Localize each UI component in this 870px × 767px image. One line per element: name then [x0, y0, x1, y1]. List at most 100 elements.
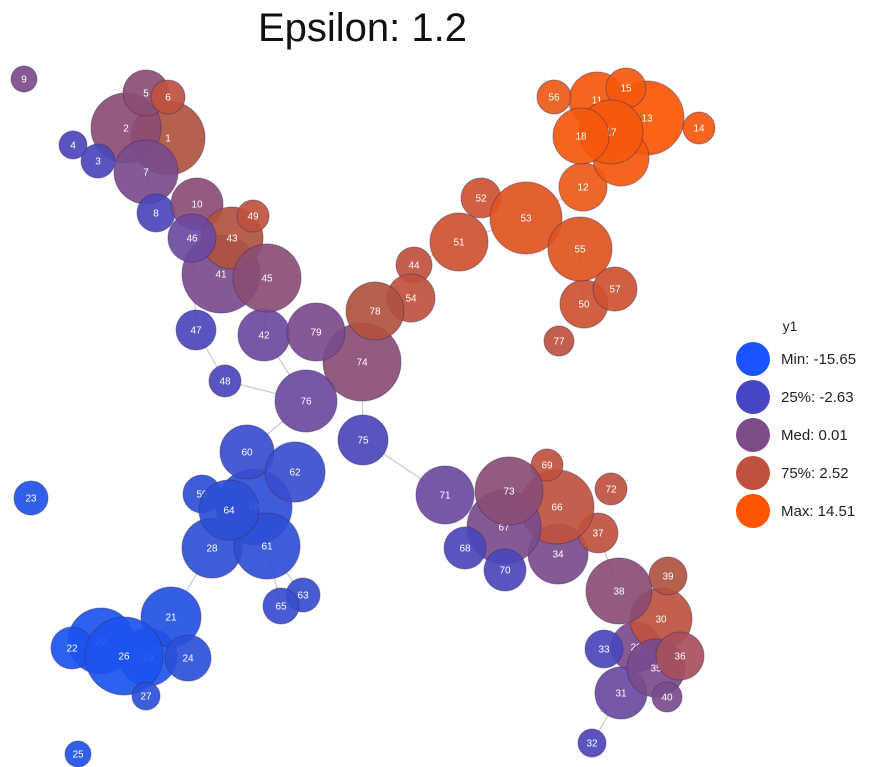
- graph-node-51[interactable]: 51: [429, 212, 489, 272]
- node-label: 69: [541, 461, 553, 472]
- legend-item-max: Max: 14.51: [736, 492, 866, 530]
- graph-node-39[interactable]: 39: [648, 556, 688, 596]
- node-label: 2: [123, 124, 129, 135]
- graph-node-64[interactable]: 64: [198, 479, 260, 541]
- node-label: 14: [693, 124, 705, 135]
- node-circle: [198, 479, 260, 541]
- graph-node-49[interactable]: 49: [236, 199, 270, 233]
- node-circle: [164, 634, 212, 682]
- graph-node-72[interactable]: 72: [594, 472, 628, 506]
- node-label: 26: [118, 652, 130, 663]
- node-label: 25: [72, 750, 84, 761]
- node-circle: [584, 629, 624, 669]
- graph-node-26[interactable]: 26: [84, 616, 164, 696]
- graph-node-71[interactable]: 71: [415, 465, 475, 525]
- graph-node-56[interactable]: 56: [536, 79, 572, 115]
- node-circle: [150, 79, 186, 115]
- graph-node-62[interactable]: 62: [264, 441, 326, 503]
- graph-node-15[interactable]: 15: [605, 67, 647, 109]
- node-label: 1: [165, 134, 171, 145]
- node-circle: [577, 728, 607, 758]
- legend-label: Min: -15.65: [781, 350, 857, 368]
- node-label: 73: [503, 487, 515, 498]
- graph-node-68[interactable]: 68: [443, 526, 487, 570]
- graph-node-47[interactable]: 47: [175, 309, 217, 351]
- node-circle: [286, 302, 346, 362]
- graph-node-18[interactable]: 18: [552, 107, 610, 165]
- node-circle: [236, 199, 270, 233]
- node-circle: [682, 111, 716, 145]
- graph-node-9[interactable]: 9: [10, 65, 38, 93]
- graph-node-79[interactable]: 79: [286, 302, 346, 362]
- graph-node-75[interactable]: 75: [337, 414, 389, 466]
- node-label: 66: [551, 503, 563, 514]
- node-circle: [648, 556, 688, 596]
- node-label: 8: [153, 209, 159, 220]
- legend-swatch: [736, 494, 770, 528]
- legend-title: y1: [782, 318, 798, 334]
- node-label: 74: [356, 358, 368, 369]
- node-circle: [264, 441, 326, 503]
- node-circle: [536, 79, 572, 115]
- graph-node-6[interactable]: 6: [150, 79, 186, 115]
- node-label: 5: [143, 89, 149, 100]
- node-label: 37: [592, 529, 604, 540]
- node-label: 42: [258, 331, 270, 342]
- graph-node-25[interactable]: 25: [64, 740, 92, 767]
- node-circle: [483, 548, 527, 592]
- graph-node-7[interactable]: 7: [113, 139, 179, 205]
- graph-node-46[interactable]: 46: [167, 213, 217, 263]
- node-label: 24: [182, 654, 194, 665]
- node-label: 13: [641, 114, 653, 125]
- graph-node-69[interactable]: 69: [530, 448, 564, 482]
- graph-node-23[interactable]: 23: [13, 480, 49, 516]
- node-circle: [530, 448, 564, 482]
- node-circle: [489, 181, 563, 255]
- graph-node-57[interactable]: 57: [592, 266, 638, 312]
- graph-node-24[interactable]: 24: [164, 634, 212, 682]
- node-circle: [64, 740, 92, 767]
- node-label: 32: [586, 739, 598, 750]
- graph-node-38[interactable]: 38: [585, 557, 653, 625]
- graph-node-3[interactable]: 3: [80, 143, 116, 179]
- graph-node-8[interactable]: 8: [136, 193, 176, 233]
- graph-node-76[interactable]: 76: [274, 369, 338, 433]
- node-label: 57: [609, 285, 621, 296]
- graph-node-48[interactable]: 48: [208, 364, 242, 398]
- graph-node-55[interactable]: 55: [547, 216, 613, 282]
- graph-node-36[interactable]: 36: [655, 631, 705, 681]
- chart-title: Epsilon: 1.2: [257, 6, 468, 50]
- node-label: 78: [369, 307, 381, 318]
- graph-node-33[interactable]: 33: [584, 629, 624, 669]
- node-label: 71: [439, 491, 451, 502]
- graph-node-77[interactable]: 77: [543, 325, 575, 357]
- graph-node-45[interactable]: 45: [232, 243, 302, 313]
- graph-node-27[interactable]: 27: [131, 681, 161, 711]
- node-label: 44: [408, 261, 420, 272]
- graph-node-32[interactable]: 32: [577, 728, 607, 758]
- graph-node-4[interactable]: 4: [58, 130, 88, 160]
- node-label: 28: [206, 544, 218, 555]
- graph-node-12[interactable]: 12: [558, 162, 608, 212]
- node-label: 38: [613, 587, 625, 598]
- graph-node-14[interactable]: 14: [682, 111, 716, 145]
- node-label: 46: [186, 234, 198, 245]
- graph-node-44[interactable]: 44: [395, 246, 433, 284]
- node-label: 10: [191, 200, 203, 211]
- node-label: 33: [598, 645, 610, 656]
- node-circle: [84, 616, 164, 696]
- node-label: 65: [275, 602, 287, 613]
- node-circle: [655, 631, 705, 681]
- graph-node-73[interactable]: 73: [474, 456, 544, 526]
- graph-node-78[interactable]: 78: [345, 281, 405, 341]
- node-circle: [175, 309, 217, 351]
- graph-node-42[interactable]: 42: [237, 308, 291, 362]
- graph-node-70[interactable]: 70: [483, 548, 527, 592]
- graph-node-65[interactable]: 65: [262, 587, 300, 625]
- node-circle: [58, 130, 88, 160]
- graph-node-53[interactable]: 53: [489, 181, 563, 255]
- node-label: 23: [25, 494, 37, 505]
- node-label: 31: [615, 689, 627, 700]
- legend-swatch: [736, 380, 770, 414]
- graph-node-40[interactable]: 40: [651, 681, 683, 713]
